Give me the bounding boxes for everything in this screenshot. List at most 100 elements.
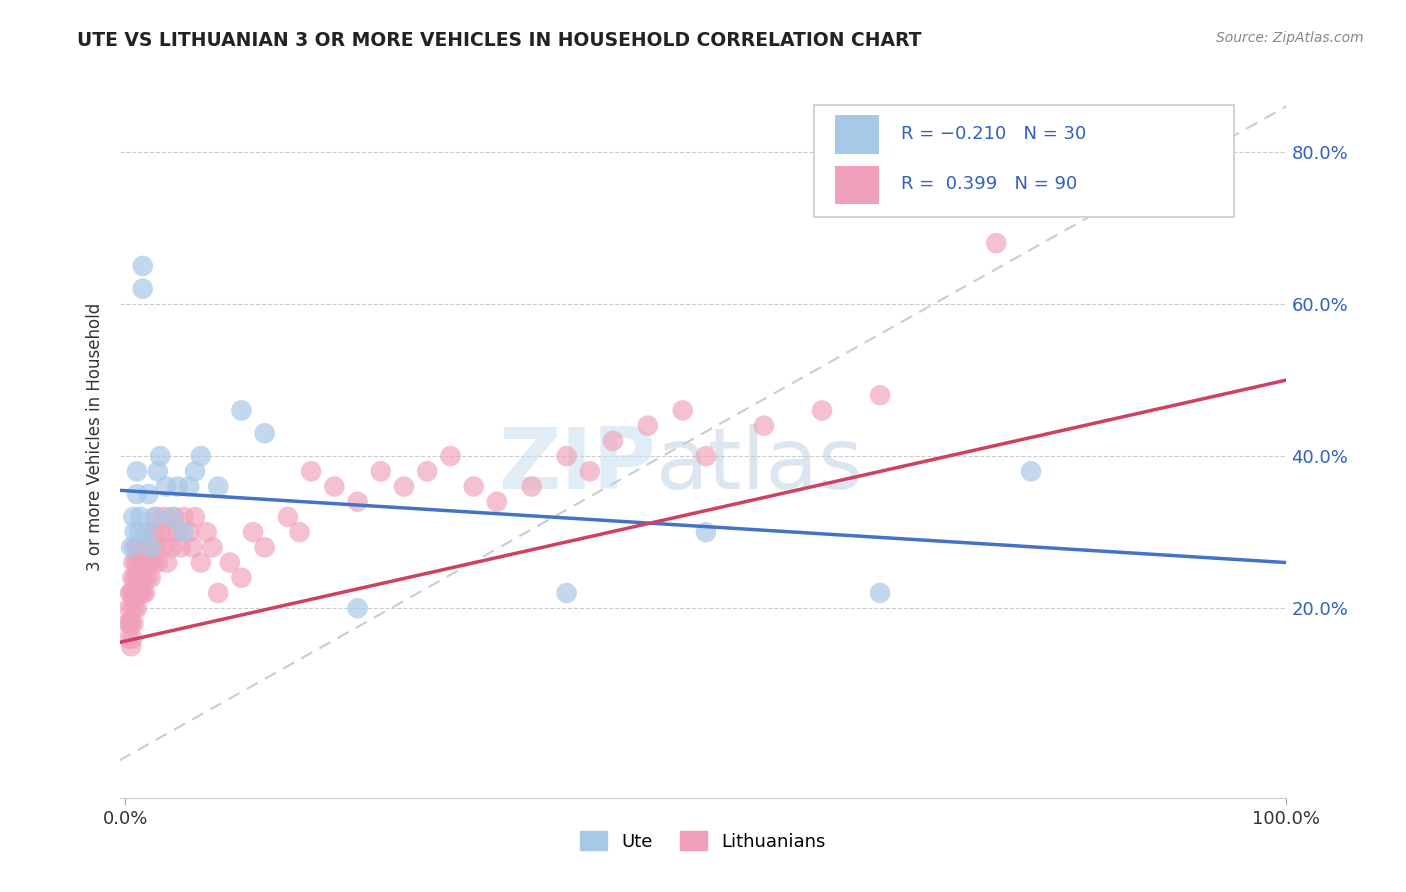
Point — [172, 525, 194, 540]
Point — [122, 556, 145, 570]
Point — [120, 541, 142, 555]
Point — [869, 388, 891, 402]
Point — [128, 571, 150, 585]
Point — [128, 541, 150, 555]
Point — [132, 586, 155, 600]
Point — [149, 525, 172, 540]
Point — [172, 510, 194, 524]
Legend: Ute, Lithuanians: Ute, Lithuanians — [572, 824, 834, 858]
Point — [156, 556, 179, 570]
Point — [138, 525, 160, 540]
Point — [159, 525, 181, 540]
Point — [124, 571, 146, 585]
Point — [122, 586, 145, 600]
Point — [125, 601, 148, 615]
Point — [392, 479, 415, 493]
Point — [637, 418, 659, 433]
Point — [184, 510, 207, 524]
Point — [207, 586, 229, 600]
Point — [1019, 464, 1042, 478]
Point — [155, 479, 177, 493]
Point — [152, 541, 174, 555]
Point — [555, 586, 578, 600]
Point — [128, 525, 150, 540]
Point — [118, 632, 141, 646]
Point — [142, 556, 165, 570]
Point — [555, 449, 578, 463]
Point — [179, 479, 201, 493]
Text: R = −0.210   N = 30: R = −0.210 N = 30 — [901, 125, 1087, 143]
Point — [132, 541, 155, 555]
Point — [346, 494, 368, 508]
Point — [120, 586, 142, 600]
Point — [170, 541, 193, 555]
Point — [184, 464, 207, 478]
Point — [145, 510, 167, 524]
Point — [145, 541, 167, 555]
Text: Source: ZipAtlas.com: Source: ZipAtlas.com — [1216, 31, 1364, 45]
Point — [986, 236, 1008, 251]
Point — [166, 479, 188, 493]
Point — [146, 464, 169, 478]
Point — [160, 541, 183, 555]
Point — [141, 541, 163, 555]
FancyBboxPatch shape — [814, 104, 1234, 217]
Point — [135, 556, 157, 570]
Point — [118, 586, 141, 600]
Point — [121, 571, 143, 585]
Point — [578, 464, 600, 478]
Point — [752, 418, 775, 433]
Point — [439, 449, 461, 463]
Point — [143, 525, 166, 540]
Point — [485, 494, 508, 508]
Point — [131, 571, 153, 585]
Point — [132, 571, 155, 585]
Point — [132, 282, 155, 296]
Point — [195, 525, 218, 540]
Y-axis label: 3 or more Vehicles in Household: 3 or more Vehicles in Household — [86, 303, 104, 571]
Point — [190, 449, 212, 463]
Point — [323, 479, 346, 493]
Point — [132, 556, 155, 570]
Point — [138, 487, 160, 501]
Point — [672, 403, 695, 417]
Point — [120, 616, 142, 631]
Point — [253, 541, 276, 555]
Point — [124, 601, 146, 615]
Point — [166, 525, 188, 540]
Point — [299, 464, 322, 478]
Point — [138, 541, 160, 555]
Point — [125, 586, 148, 600]
Point — [163, 510, 186, 524]
Text: ZIP: ZIP — [499, 425, 657, 508]
Point — [153, 510, 176, 524]
Point — [242, 525, 264, 540]
Point — [118, 601, 141, 615]
Point — [149, 449, 172, 463]
Point — [118, 616, 141, 631]
Bar — [835, 115, 879, 153]
Point — [181, 541, 204, 555]
Point — [207, 479, 229, 493]
Point — [869, 586, 891, 600]
Point — [179, 525, 201, 540]
Text: UTE VS LITHUANIAN 3 OR MORE VEHICLES IN HOUSEHOLD CORRELATION CHART: UTE VS LITHUANIAN 3 OR MORE VEHICLES IN … — [77, 31, 922, 50]
Point — [129, 586, 152, 600]
Point — [122, 510, 145, 524]
Point — [143, 510, 166, 524]
Point — [520, 479, 543, 493]
Point — [146, 556, 169, 570]
Point — [346, 601, 368, 615]
Point — [139, 571, 162, 585]
Point — [190, 556, 212, 570]
Point — [125, 571, 148, 585]
Point — [122, 616, 145, 631]
Point — [695, 449, 717, 463]
Point — [125, 464, 148, 478]
Point — [125, 487, 148, 501]
Point — [132, 259, 155, 273]
Point — [231, 403, 253, 417]
Point — [135, 525, 157, 540]
Point — [129, 510, 152, 524]
Point — [117, 616, 139, 631]
